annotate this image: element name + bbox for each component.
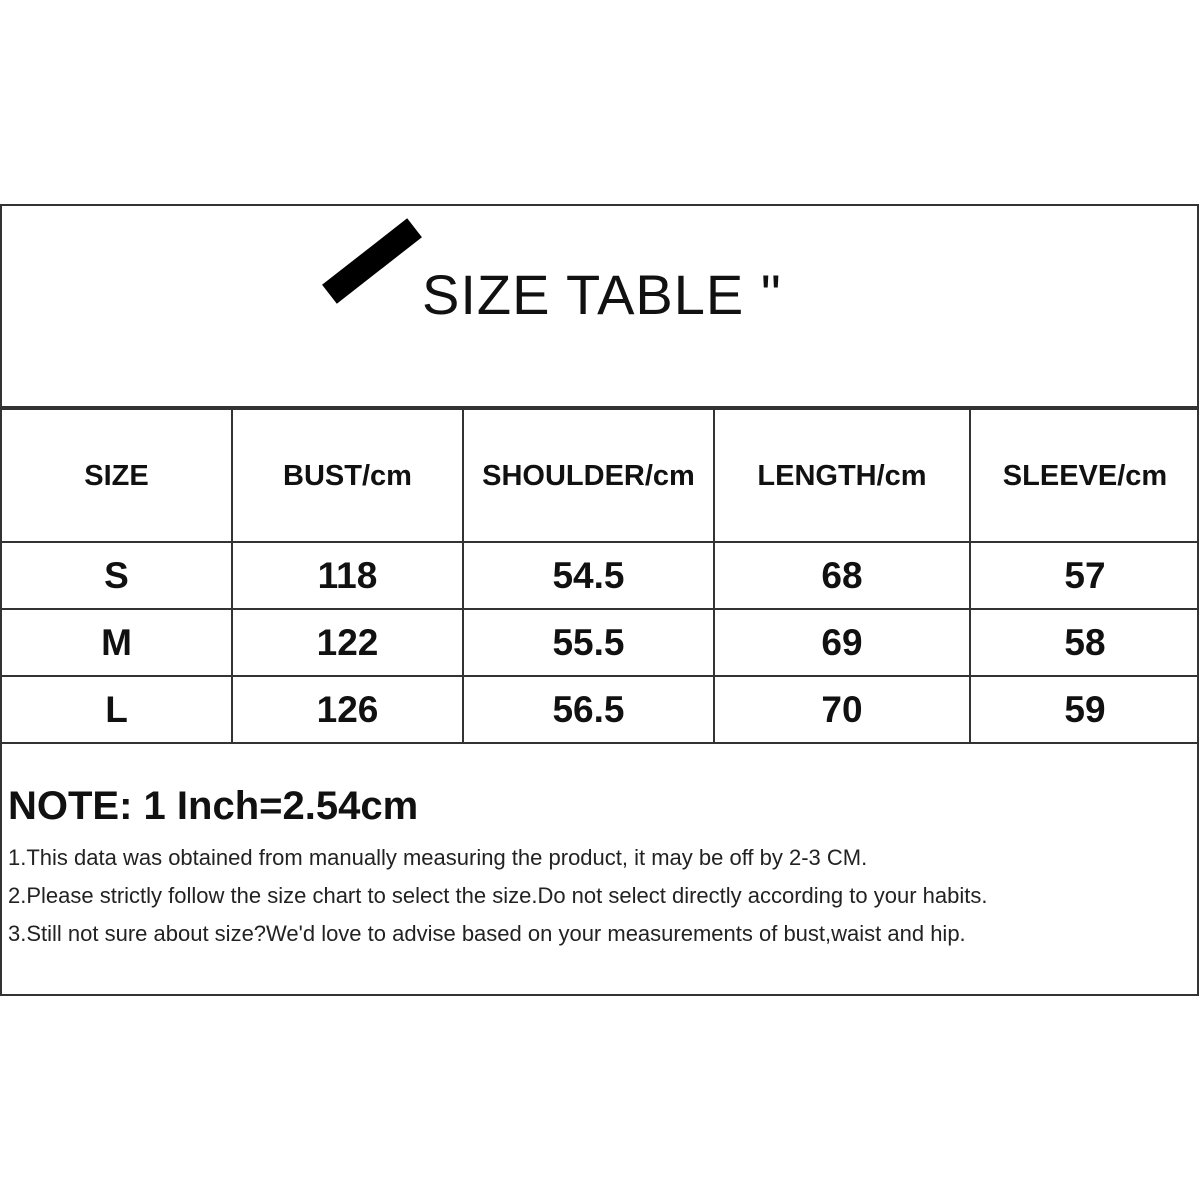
page-title: SIZE TABLE "	[422, 263, 782, 326]
table-row: S 118 54.5 68 57	[2, 541, 1199, 610]
header-shoulder: SHOULDER/cm	[462, 408, 715, 543]
header-sleeve: SLEEVE/cm	[969, 408, 1199, 543]
header-size: SIZE	[2, 408, 233, 543]
cell-shoulder: 55.5	[462, 608, 715, 677]
note-line: 2.Please strictly follow the size chart …	[8, 883, 988, 908]
cell-sleeve: 57	[969, 541, 1199, 610]
header-bust: BUST/cm	[231, 408, 464, 543]
size-chart-frame: SIZE BUST/cm SHOULDER/cm LENGTH/cm SLEEV…	[0, 204, 1199, 996]
note-line: 1.This data was obtained from manually m…	[8, 845, 868, 870]
cell-size: M	[2, 608, 233, 677]
cell-size: L	[2, 675, 233, 744]
note-title: NOTE: 1 Inch=2.54cm	[8, 784, 419, 828]
size-table: SIZE BUST/cm SHOULDER/cm LENGTH/cm SLEEV…	[2, 408, 1199, 744]
cell-bust: 122	[231, 608, 464, 677]
cell-shoulder: 54.5	[462, 541, 715, 610]
table-row: M 122 55.5 69 58	[2, 608, 1199, 677]
notes-section: NOTE: 1 Inch=2.54cm 1.This data was obta…	[8, 784, 987, 953]
cell-sleeve: 58	[969, 608, 1199, 677]
title-area	[2, 206, 1197, 408]
cell-length: 69	[713, 608, 971, 677]
cell-length: 68	[713, 541, 971, 610]
cell-bust: 118	[231, 541, 464, 610]
cell-length: 70	[713, 675, 971, 744]
cell-size: S	[2, 541, 233, 610]
header-row: SIZE BUST/cm SHOULDER/cm LENGTH/cm SLEEV…	[2, 408, 1199, 543]
cell-sleeve: 59	[969, 675, 1199, 744]
cell-bust: 126	[231, 675, 464, 744]
header-length: LENGTH/cm	[713, 408, 971, 543]
note-line: 3.Still not sure about size?We'd love to…	[8, 921, 966, 946]
table-row: L 126 56.5 70 59	[2, 675, 1199, 744]
cell-shoulder: 56.5	[462, 675, 715, 744]
